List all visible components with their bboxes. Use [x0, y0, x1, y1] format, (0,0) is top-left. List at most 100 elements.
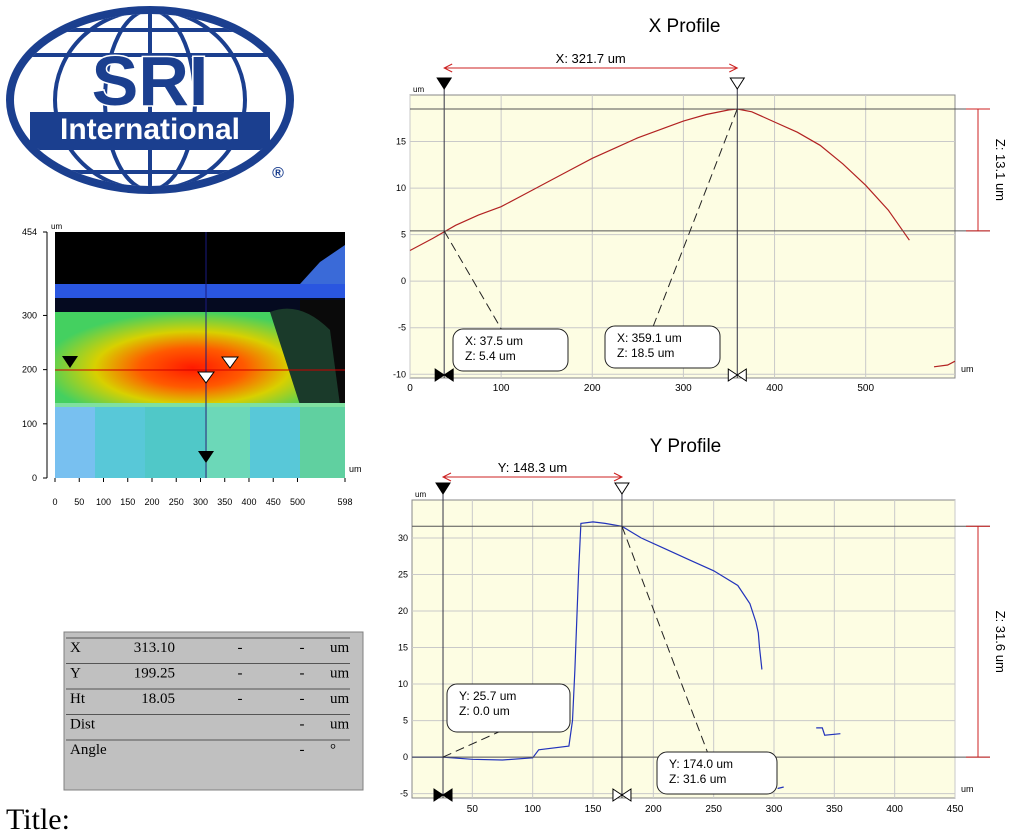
x-unit: um — [961, 364, 974, 374]
x-tick-label: 200 — [584, 383, 601, 394]
y-tick-label: 454 — [22, 227, 37, 237]
x-unit: um — [961, 784, 974, 794]
x-tick-label: 100 — [524, 804, 541, 815]
y-unit: um — [413, 85, 424, 94]
logo-tagline: International — [60, 113, 240, 146]
y-tick-label: 10 — [398, 679, 408, 689]
readout-cell: um — [330, 666, 350, 682]
readout-cell: - — [300, 666, 305, 682]
y-tick-label: 15 — [398, 643, 408, 653]
z-span-label: Z: 13.1 um — [993, 139, 1008, 201]
x-tick-label: 400 — [886, 804, 903, 815]
x-tick-label: 150 — [585, 804, 602, 815]
x-tick-label: 450 — [266, 497, 281, 507]
readout-cell: Dist — [70, 717, 96, 733]
chart-title: Y Profile — [650, 436, 721, 457]
callout-text: Y: 25.7 um — [459, 689, 516, 703]
x-tick-label: 200 — [144, 497, 159, 507]
y-tick-label: -10 — [393, 369, 406, 379]
screen: SRI International ® X 313.10 - - um Y 199.25 - -… — [0, 0, 1015, 834]
readout-cell: um — [330, 640, 350, 656]
readout-cell: Y — [70, 666, 81, 682]
x-tick-label: 100 — [96, 497, 111, 507]
callout-text: Z: 18.5 um — [617, 346, 674, 360]
y-tick-label: 300 — [22, 310, 37, 320]
readout-cell: um — [330, 691, 350, 707]
readout-cell: - — [300, 742, 305, 758]
x-tick-label: 500 — [857, 383, 874, 394]
readout-cell: 313.10 — [134, 640, 175, 656]
readout-cell: ° — [330, 742, 336, 758]
callout-text: X: 37.5 um — [465, 334, 523, 348]
y-tick-label: 30 — [398, 533, 408, 543]
z-span-label: Z: 31.6 um — [993, 611, 1008, 673]
logo-mark: ® — [272, 165, 284, 182]
title-label: Title: — [6, 803, 70, 834]
x-span-label: X: 321.7 um — [556, 51, 626, 66]
readout-cell: - — [300, 640, 305, 656]
readout-cell: - — [238, 691, 243, 707]
readout-cell: Ht — [70, 691, 86, 707]
y-tick-label: -5 — [398, 323, 406, 333]
callout-text: Y: 174.0 um — [669, 757, 733, 771]
cursor-marker — [436, 483, 450, 494]
x-span-label: Y: 148.3 um — [498, 460, 567, 475]
y-tick-label: 100 — [22, 419, 37, 429]
x-tick-label: 598 — [337, 497, 352, 507]
y-tick-label: 25 — [398, 570, 408, 580]
y-tick-label: 0 — [401, 276, 406, 286]
y-tick-label: 0 — [403, 752, 408, 762]
cursor-marker — [730, 78, 744, 89]
y-unit: um — [415, 490, 426, 499]
readout-cell: - — [238, 640, 243, 656]
readout-cell: Angle — [70, 742, 107, 758]
readout-cell: X — [70, 640, 81, 656]
readout-cell: um — [330, 717, 350, 733]
x-tick-label: 300 — [193, 497, 208, 507]
readout-cell: - — [238, 666, 243, 682]
callout-text: X: 359.1 um — [617, 331, 682, 345]
readout-panel: X 313.10 - - um Y 199.25 - - um Ht 18.05 - - um Dist - um… — [64, 632, 363, 790]
readout-cell: 18.05 — [141, 691, 175, 707]
callout-text: Z: 0.0 um — [459, 704, 510, 718]
x-tick-label: 200 — [645, 804, 662, 815]
page: { "logo": {"name": "SRI", "tagline": "In… — [0, 0, 1015, 834]
x-tick-label: 0 — [407, 383, 413, 394]
readout-cell: - — [300, 717, 305, 733]
y-tick-label: 200 — [22, 365, 37, 375]
y-tick-label: 10 — [396, 183, 406, 193]
y-tick-label: 5 — [401, 230, 406, 240]
x-tick-label: 50 — [467, 804, 479, 815]
x-tick-label: 400 — [766, 383, 783, 394]
y-tick-label: 0 — [32, 473, 37, 483]
x-tick-label: 300 — [675, 383, 692, 394]
y-unit: um — [51, 222, 62, 231]
logo-name: SRI — [92, 42, 209, 120]
y-tick-label: 5 — [403, 716, 408, 726]
y-tick-label: 20 — [398, 606, 408, 616]
chart-line: X Profile -10 -5 0 5 10 15 0 100 200 300 400 500 um um… — [393, 16, 1008, 394]
x-tick-label: 350 — [217, 497, 232, 507]
chart-title: X Profile — [649, 16, 721, 37]
cursor-marker — [437, 78, 451, 89]
x-tick-label: 50 — [74, 497, 84, 507]
readout-bg — [64, 632, 363, 790]
callout-text: Z: 5.4 um — [465, 349, 516, 363]
x-tick-label: 0 — [52, 497, 57, 507]
x-tick-label: 450 — [947, 804, 964, 815]
readout-cell: 199.25 — [134, 666, 175, 682]
height-map — [55, 232, 345, 478]
logo: SRI International ® — [10, 5, 290, 195]
x-tick-label: 250 — [705, 804, 722, 815]
x-tick-label: 300 — [766, 804, 783, 815]
x-unit: um — [349, 464, 362, 474]
x-tick-label: 350 — [826, 804, 843, 815]
callout-text: Z: 31.6 um — [669, 772, 726, 786]
x-tick-label: 500 — [290, 497, 305, 507]
y-tick-label: 15 — [396, 137, 406, 147]
cursor-marker — [615, 483, 629, 494]
readout-cell: - — [300, 691, 305, 707]
x-tick-label: 400 — [241, 497, 256, 507]
x-tick-label: 100 — [493, 383, 510, 394]
